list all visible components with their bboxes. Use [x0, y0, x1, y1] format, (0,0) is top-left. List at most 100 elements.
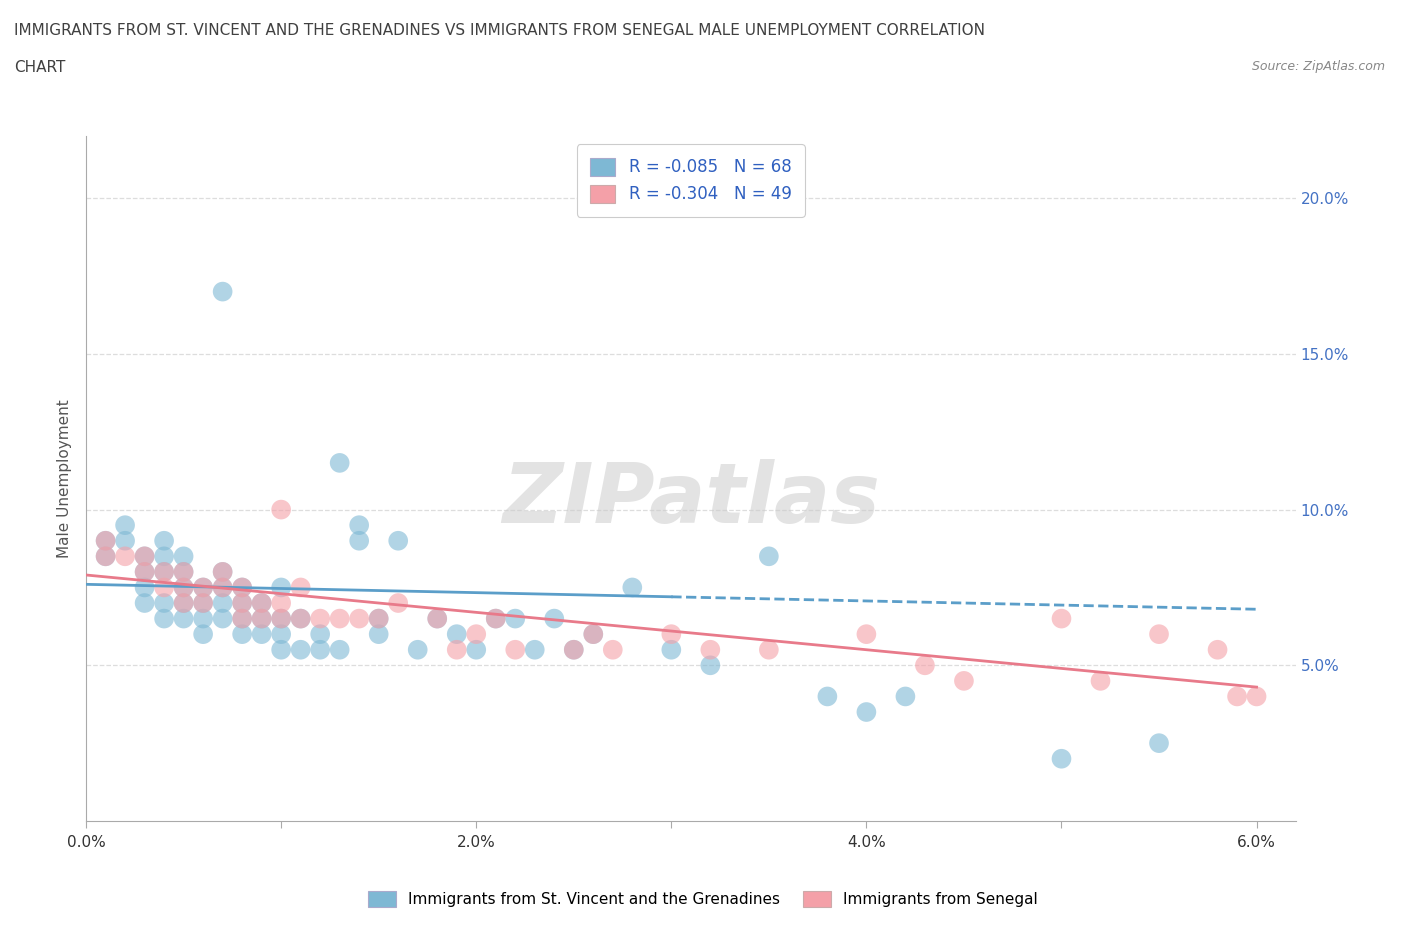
Point: [503, 643, 526, 658]
Point: [94, 533, 117, 548]
Point: [758, 549, 780, 564]
Point: [211, 580, 233, 595]
Y-axis label: Male Unemployment: Male Unemployment: [58, 399, 72, 558]
Point: [173, 580, 195, 595]
Point: [1206, 643, 1229, 658]
Point: [465, 643, 488, 658]
Point: [659, 643, 682, 658]
Point: [211, 565, 233, 579]
Point: [290, 611, 312, 626]
Point: [211, 565, 233, 579]
Point: [367, 627, 389, 642]
Point: [347, 518, 370, 533]
Point: [153, 611, 176, 626]
Point: [153, 549, 176, 564]
Point: [134, 549, 156, 564]
Point: [290, 611, 312, 626]
Point: [191, 627, 214, 642]
Point: [191, 580, 214, 595]
Point: [329, 643, 352, 658]
Point: [173, 565, 195, 579]
Point: [211, 595, 233, 610]
Point: [114, 518, 136, 533]
Point: [270, 502, 292, 517]
Text: CHART: CHART: [14, 60, 66, 75]
Point: [153, 595, 176, 610]
Point: [855, 705, 877, 720]
Point: [250, 611, 273, 626]
Point: [270, 580, 292, 595]
Legend: Immigrants from St. Vincent and the Grenadines, Immigrants from Senegal: Immigrants from St. Vincent and the Gren…: [363, 884, 1043, 913]
Point: [387, 595, 409, 610]
Point: [426, 611, 449, 626]
Point: [582, 627, 605, 642]
Point: [485, 611, 508, 626]
Point: [231, 611, 253, 626]
Point: [699, 658, 721, 672]
Text: ZIPatlas: ZIPatlas: [502, 458, 880, 539]
Point: [446, 627, 468, 642]
Point: [94, 549, 117, 564]
Point: [270, 611, 292, 626]
Point: [153, 580, 176, 595]
Point: [211, 611, 233, 626]
Point: [953, 673, 976, 688]
Point: [250, 627, 273, 642]
Point: [231, 611, 253, 626]
Point: [1050, 751, 1073, 766]
Point: [485, 611, 508, 626]
Point: [1147, 736, 1170, 751]
Point: [134, 595, 156, 610]
Point: [582, 627, 605, 642]
Point: [114, 533, 136, 548]
Point: [329, 611, 352, 626]
Point: [426, 611, 449, 626]
Point: [134, 549, 156, 564]
Point: [1050, 611, 1073, 626]
Point: [231, 580, 253, 595]
Point: [231, 595, 253, 610]
Point: [211, 580, 233, 595]
Point: [270, 627, 292, 642]
Point: [659, 627, 682, 642]
Point: [562, 643, 585, 658]
Point: [290, 580, 312, 595]
Point: [855, 627, 877, 642]
Point: [134, 580, 156, 595]
Point: [153, 533, 176, 548]
Point: [523, 643, 546, 658]
Point: [699, 643, 721, 658]
Point: [290, 643, 312, 658]
Point: [173, 549, 195, 564]
Point: [347, 533, 370, 548]
Point: [815, 689, 838, 704]
Point: [191, 611, 214, 626]
Point: [231, 580, 253, 595]
Point: [191, 580, 214, 595]
Point: [134, 565, 156, 579]
Point: [1246, 689, 1268, 704]
Point: [367, 611, 389, 626]
Point: [758, 643, 780, 658]
Point: [1090, 673, 1112, 688]
Point: [543, 611, 565, 626]
Point: [191, 595, 214, 610]
Text: IMMIGRANTS FROM ST. VINCENT AND THE GRENADINES VS IMMIGRANTS FROM SENEGAL MALE U: IMMIGRANTS FROM ST. VINCENT AND THE GREN…: [14, 23, 986, 38]
Point: [173, 611, 195, 626]
Point: [231, 595, 253, 610]
Point: [134, 565, 156, 579]
Point: [367, 611, 389, 626]
Point: [503, 611, 526, 626]
Text: Source: ZipAtlas.com: Source: ZipAtlas.com: [1251, 60, 1385, 73]
Point: [446, 643, 468, 658]
Point: [465, 627, 488, 642]
Point: [173, 565, 195, 579]
Point: [894, 689, 917, 704]
Point: [211, 285, 233, 299]
Point: [231, 627, 253, 642]
Point: [173, 580, 195, 595]
Point: [914, 658, 936, 672]
Point: [270, 611, 292, 626]
Point: [602, 643, 624, 658]
Point: [270, 595, 292, 610]
